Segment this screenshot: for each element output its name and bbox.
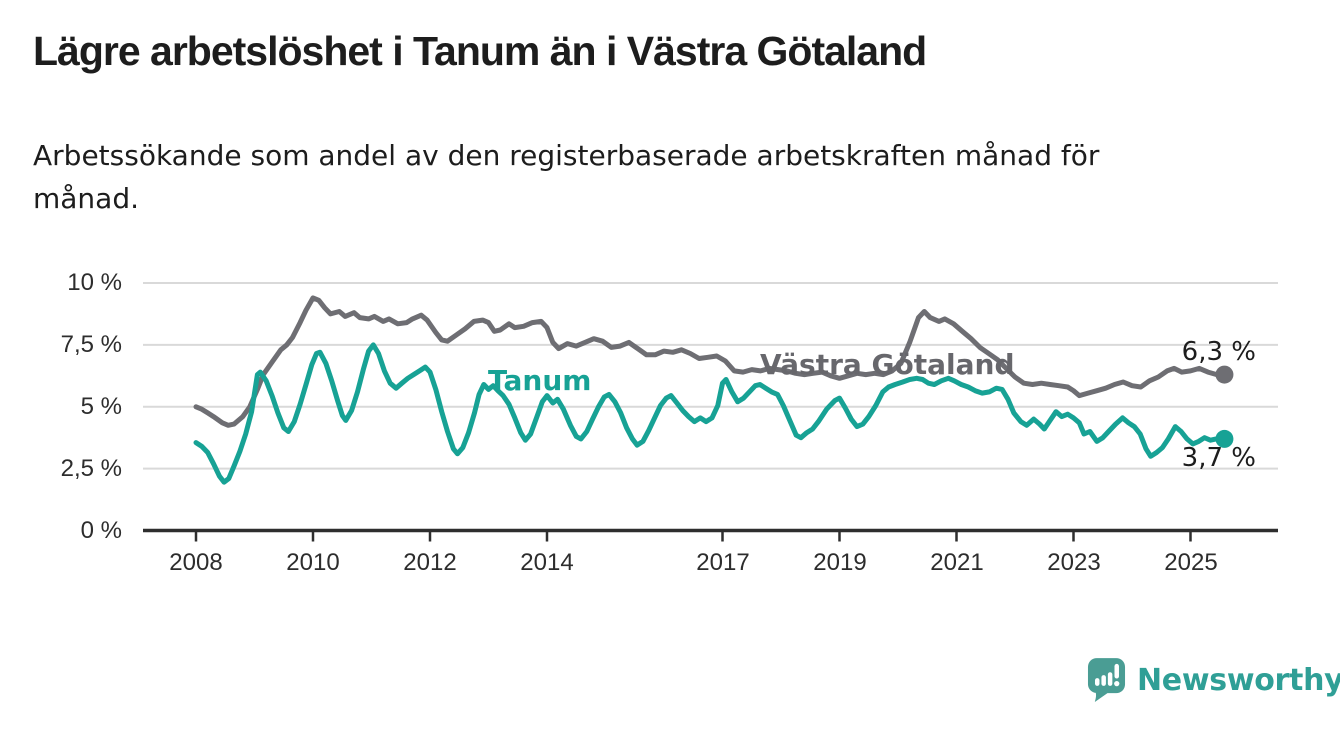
end-value-label-tanum: 3,7 % — [1181, 443, 1256, 473]
x-axis-tick-label: 2008 — [169, 549, 223, 576]
newsworthy-logo[interactable]: Newsworthy — [1087, 657, 1340, 704]
y-axis-tick-label: 5 % — [80, 393, 122, 420]
series-label-tanum: Tanum — [488, 364, 592, 397]
y-axis-tick-label: 7,5 % — [60, 331, 122, 358]
newsworthy-speech-bubble-icon — [1087, 658, 1126, 702]
x-axis-tick-label: 2017 — [696, 549, 750, 576]
end-value-label-vastra-gotaland: 6,3 % — [1181, 337, 1256, 367]
x-axis-tick-label: 2019 — [813, 549, 867, 576]
x-axis-tick-label: 2010 — [286, 549, 340, 576]
x-axis-tick-label: 2023 — [1047, 549, 1101, 576]
chart-subtitle: Arbetssökande som andel av den registerb… — [33, 139, 1100, 215]
series-label-vastra-gotaland: Västra Götaland — [760, 348, 1015, 381]
y-axis-tick-label: 10 % — [67, 269, 122, 296]
y-axis-tick-label: 0 % — [80, 517, 122, 544]
x-axis-tick-label: 2021 — [930, 549, 984, 576]
newsworthy-wordmark: Newsworthy — [1137, 663, 1340, 698]
x-axis-tick-label: 2025 — [1164, 549, 1218, 576]
y-axis-tick-label: 2,5 % — [60, 455, 122, 482]
x-axis-tick-label: 2012 — [403, 549, 457, 576]
x-axis-tick-label: 2014 — [520, 549, 574, 576]
page-title: Lägre arbetslöshet i Tanum än i Västra G… — [33, 28, 927, 74]
